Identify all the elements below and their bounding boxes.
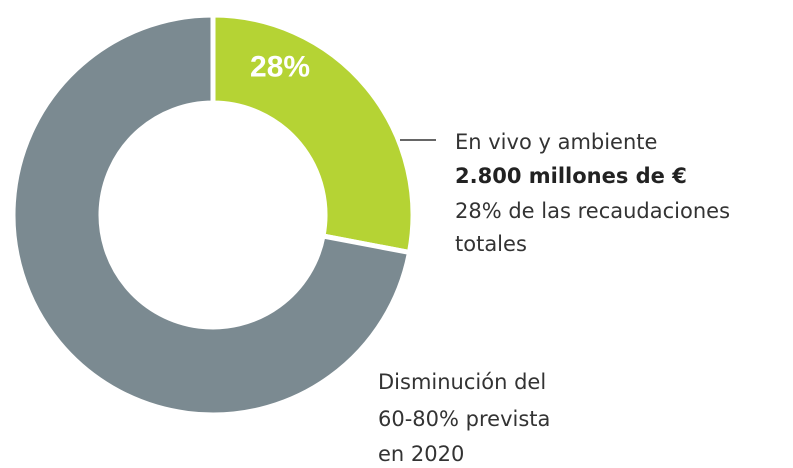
annotation: 2.800 millones de € [455,164,687,188]
annotation: totales [455,232,527,256]
annotation: en 2020 [378,442,464,466]
annotation: En vivo y ambiente [455,130,657,154]
donut-slice [10,12,413,418]
donut-slice [210,12,416,256]
annotation: 28% de las recaudaciones [455,199,730,223]
value-label: 28% [250,51,310,84]
annotation: Disminución del [378,370,546,394]
annotation: 60-80% prevista [378,407,550,431]
